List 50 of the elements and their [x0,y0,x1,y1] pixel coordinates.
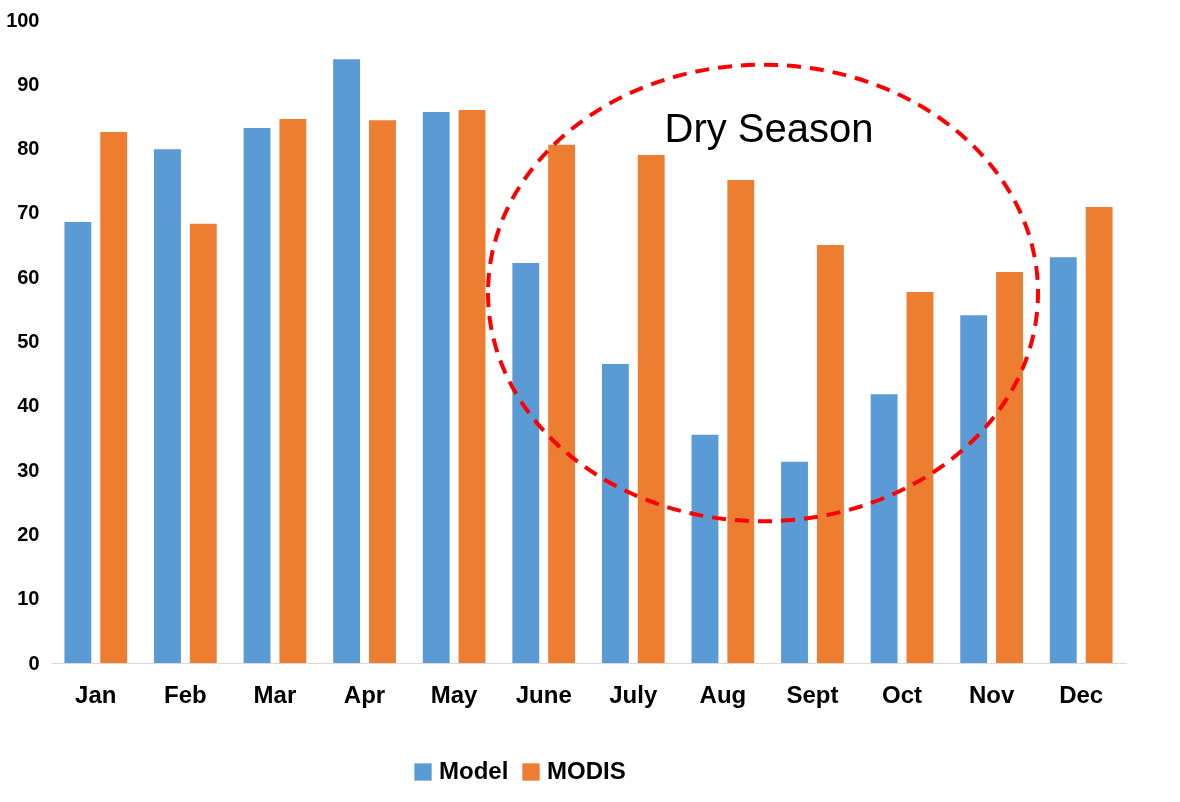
x-tick-label: June [515,680,572,708]
annotation: Dry Season [664,106,874,150]
bar [637,155,665,663]
bar [601,364,629,663]
x-tick-label: July [609,680,658,708]
y-tick-label: 60 [17,265,40,288]
bar [548,144,576,663]
x-tick-label: Sept [786,680,839,708]
y-tick-label: 70 [17,201,40,224]
x-tick-label: Jan [75,680,117,708]
bar [691,434,719,663]
bar [369,120,396,663]
bar [1085,207,1113,663]
x-tick-label: Nov [968,680,1015,708]
y-tick-label: 30 [17,458,40,481]
x-tick-label: May [430,680,479,708]
y-tick-label: 0 [28,651,40,674]
bar [781,461,808,663]
bar [996,272,1023,663]
bar [333,59,361,663]
x-tick-label: Feb [164,680,207,708]
x-tick-label: Dec [1059,680,1104,708]
y-tick-label: 50 [17,330,40,352]
x-tick-label: Oct [882,680,923,708]
x-tick-label: Mar [253,680,297,708]
y-tick-label: 90 [17,72,40,95]
bar [906,291,934,663]
bar [100,131,128,663]
bar [422,111,450,663]
y-tick-label: 80 [17,137,40,160]
y-tick-label: 40 [17,394,40,417]
bar [279,119,307,663]
bar [960,315,988,663]
bar [189,223,217,663]
bar [816,245,844,663]
legend-label: Model [439,757,509,784]
x-tick-label: Aug [699,680,747,708]
legend-label: MODIS [547,757,626,784]
bar [1049,257,1077,663]
bar [458,110,486,663]
bar [64,221,92,663]
y-tick-label: 100 [6,8,40,31]
bar [870,394,898,663]
bar [727,180,755,663]
y-tick-label: 20 [17,522,40,545]
y-tick-label: 10 [17,587,40,610]
bar [243,128,271,663]
x-tick-label: Apr [343,680,386,708]
bar [154,149,181,663]
bar [512,263,540,663]
